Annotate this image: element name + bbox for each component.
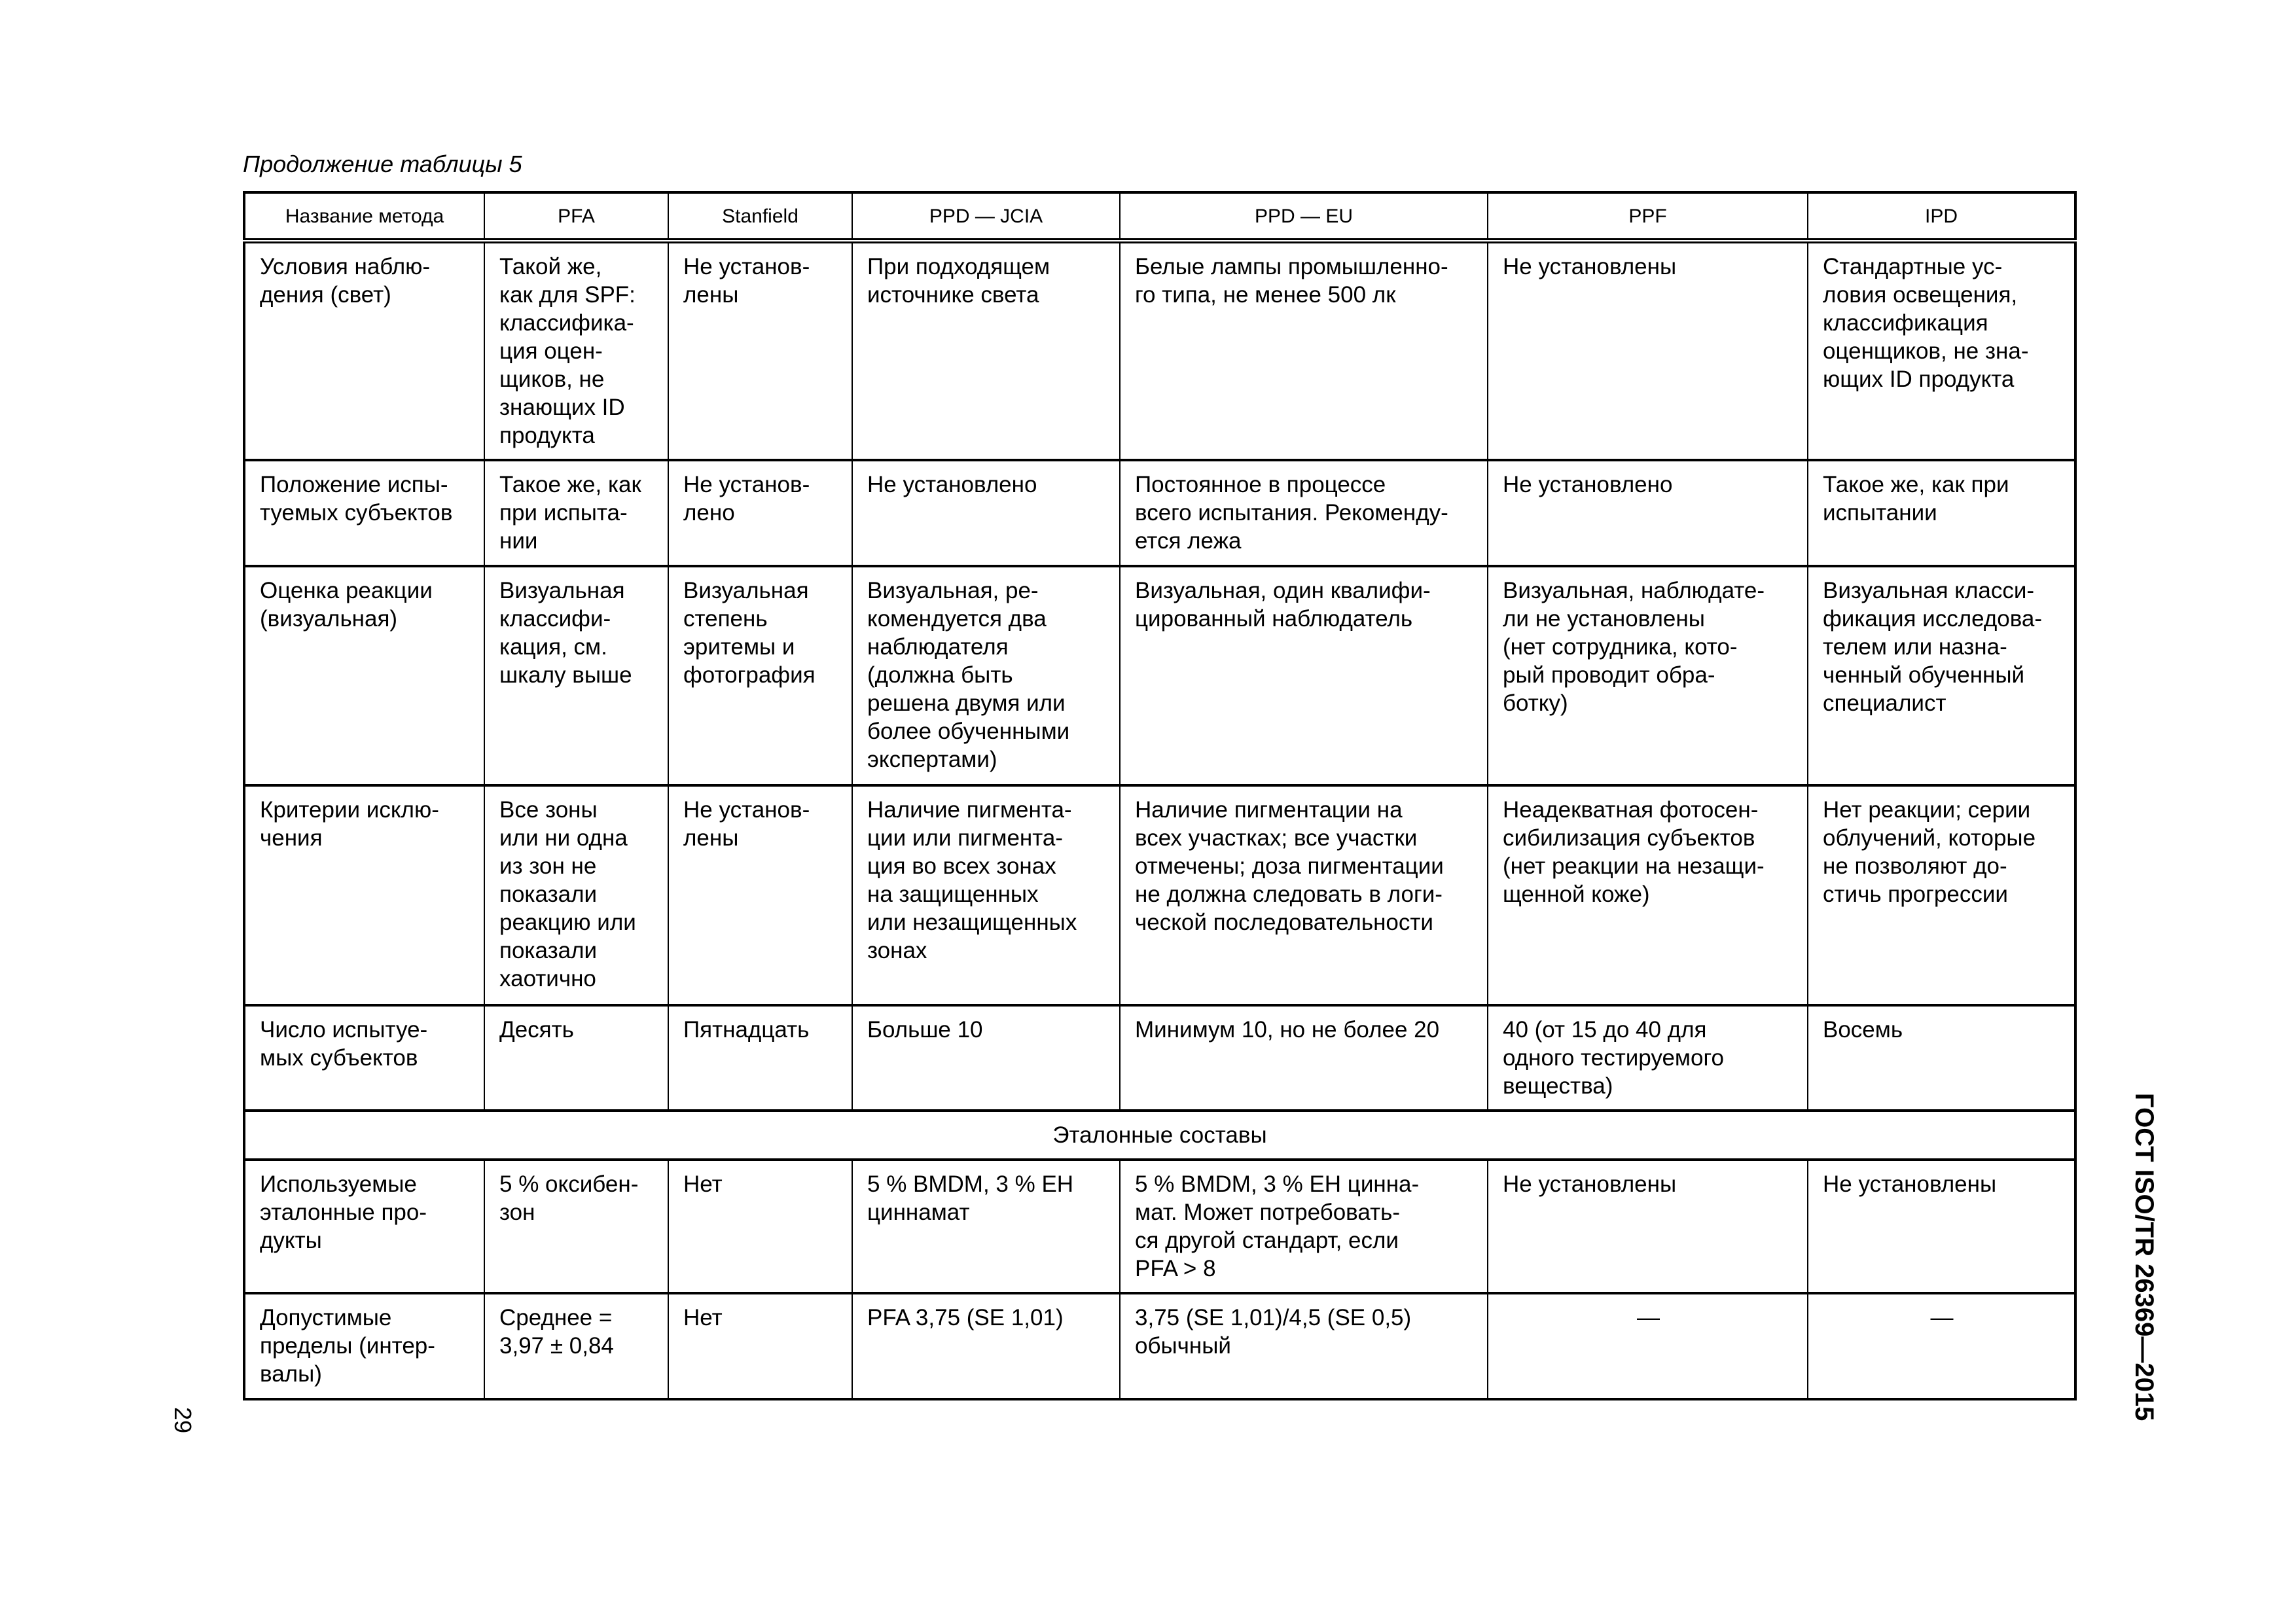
- table-caption: Продолжение таблицы 5: [243, 151, 522, 177]
- table-row: Критерии исклю- чения Все зоны или ни одн…: [243, 785, 2076, 1006]
- table-cell: Все зоны или ни одна из зон не показали …: [484, 785, 669, 1006]
- table-cell: Такое же, как при испытании: [1807, 459, 2076, 567]
- table-row: Допустимые пределы (интер- валы) Среднее …: [243, 1293, 2076, 1400]
- table-cell: 5 % оксибен- зон: [484, 1159, 669, 1294]
- row-label-cell: Критерии исклю- чения: [243, 785, 485, 1006]
- table-cell: Не установлены: [1487, 1159, 1808, 1294]
- row-label-cell: Условия наблю- дения (свет): [243, 240, 485, 461]
- page-number: 29: [170, 1407, 196, 1434]
- table-cell: Визуальная, наблюдате- ли не установлены…: [1487, 565, 1808, 786]
- table-cell: Визуальная класси- фикация исследова- те…: [1807, 565, 2076, 786]
- table-cell: Визуальная, ре- комендуется два наблюдат…: [852, 565, 1121, 786]
- column-header: PFA: [484, 192, 669, 241]
- column-header: PPD — EU: [1119, 192, 1488, 241]
- table-cell: Пятнадцать: [668, 1005, 853, 1111]
- table-cell: Не установ- лены: [668, 240, 853, 461]
- row-label-cell: Используемые эталонные про- дукты: [243, 1159, 485, 1294]
- table-cell: Нет: [668, 1159, 853, 1294]
- column-header: PPD — JCIA: [852, 192, 1121, 241]
- table-row: Оценка реакции (визуальная) Визуальная кл…: [243, 565, 2076, 786]
- table-cell: PFA 3,75 (SE 1,01): [852, 1293, 1121, 1400]
- standard-identifier: ГОСТ ISO/TR 26369—2015: [2130, 1093, 2159, 1421]
- table-cell: Нет реакции; серии облучений, которые не…: [1807, 785, 2076, 1006]
- table-cell: 5 % BMDM, 3 % EH цинна- мат. Может потре…: [1119, 1159, 1488, 1294]
- table-cell: Визуальная классифи- кация, см. шкалу вы…: [484, 565, 669, 786]
- table-cell: Не установлены: [1487, 240, 1808, 461]
- column-header: IPD: [1807, 192, 2076, 241]
- table-row: Условия наблю- дения (свет) Такой же, как…: [243, 240, 2076, 461]
- row-label-cell: Оценка реакции (визуальная): [243, 565, 485, 786]
- table-cell: Минимум 10, но не более 20: [1119, 1005, 1488, 1111]
- table-cell: Не установлено: [1487, 459, 1808, 567]
- table-cell: Десять: [484, 1005, 669, 1111]
- table-row: Используемые эталонные про- дукты 5 % окс…: [243, 1159, 2076, 1294]
- table-cell: Такое же, как при испыта- нии: [484, 459, 669, 567]
- section-title: Эталонные составы: [243, 1110, 2076, 1160]
- methods-table: Название метода PFA Stanfield PPD — JCIA…: [243, 191, 2077, 1400]
- table-cell: Неадекватная фотосен- сибилизация субъек…: [1487, 785, 1808, 1006]
- table-cell: 5 % BMDM, 3 % EH циннамат: [852, 1159, 1121, 1294]
- table-cell: Наличие пигмента- ции или пигмента- ция …: [852, 785, 1121, 1006]
- row-label-cell: Положение испы- туемых субъектов: [243, 459, 485, 567]
- table-cell: Восемь: [1807, 1005, 2076, 1111]
- table-cell: Не установлено: [852, 459, 1121, 567]
- header-row: Название метода PFA Stanfield PPD — JCIA…: [243, 192, 2076, 241]
- table-cell: Постоянное в процессе всего испытания. Р…: [1119, 459, 1488, 567]
- table-cell: Не установ- лены: [668, 785, 853, 1006]
- table-cell: Визуальная, один квалифи- цированный наб…: [1119, 565, 1488, 786]
- table-cell: Визуальная степень эритемы и фотография: [668, 565, 853, 786]
- column-header: Название метода: [243, 192, 485, 241]
- row-label-cell: Допустимые пределы (интер- валы): [243, 1293, 485, 1400]
- section-row: Эталонные составы: [243, 1110, 2076, 1160]
- table-cell: Стандартные ус- ловия освещения, классиф…: [1807, 240, 2076, 461]
- table-cell: —: [1807, 1293, 2076, 1400]
- table-cell: Больше 10: [852, 1005, 1121, 1111]
- table-row: Положение испы- туемых субъектов Такое же…: [243, 459, 2076, 567]
- table-cell: Такой же, как для SPF: классифика- ция о…: [484, 240, 669, 461]
- column-header: Stanfield: [668, 192, 853, 241]
- table-cell: При подходящем источнике света: [852, 240, 1121, 461]
- table-cell: Не установ- лено: [668, 459, 853, 567]
- table-cell: 40 (от 15 до 40 для одного тестируемого …: [1487, 1005, 1808, 1111]
- table-cell: Среднее = 3,97 ± 0,84: [484, 1293, 669, 1400]
- column-header: PPF: [1487, 192, 1808, 241]
- table-cell: Белые лампы промышленно- го типа, не мен…: [1119, 240, 1488, 461]
- table-cell: Нет: [668, 1293, 853, 1400]
- table-cell: —: [1487, 1293, 1808, 1400]
- table-cell: Наличие пигментации на всех участках; вс…: [1119, 785, 1488, 1006]
- table-cell: 3,75 (SE 1,01)/4,5 (SE 0,5) обычный: [1119, 1293, 1488, 1400]
- row-label-cell: Число испытуе- мых субъектов: [243, 1005, 485, 1111]
- table-row: Число испытуе- мых субъектов Десять Пятнад…: [243, 1005, 2076, 1111]
- table-cell: Не установлены: [1807, 1159, 2076, 1294]
